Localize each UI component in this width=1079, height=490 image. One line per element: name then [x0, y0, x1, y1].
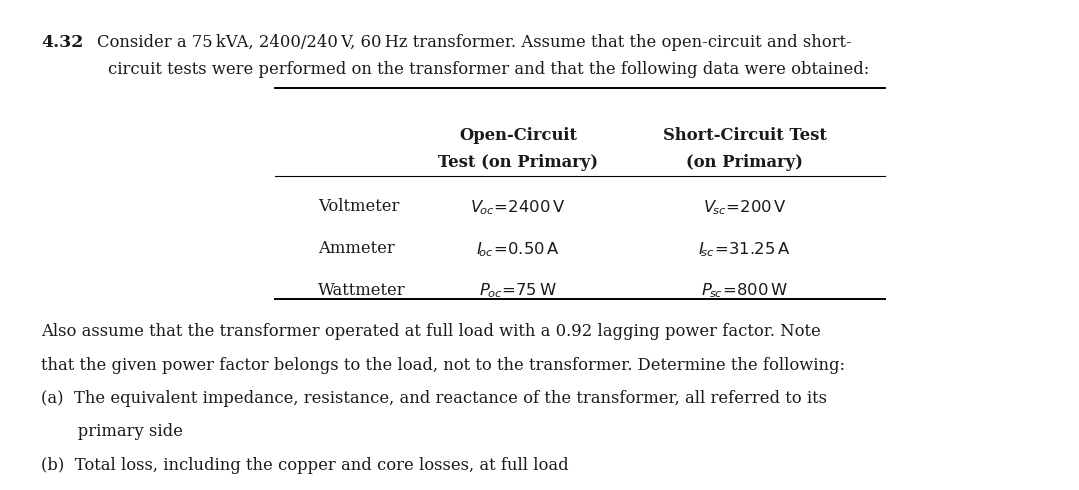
Text: Ammeter: Ammeter — [318, 240, 395, 257]
Text: primary side: primary side — [41, 423, 182, 441]
Text: $V_{\!oc}\!=\!2400\,\mathrm{V}$: $V_{\!oc}\!=\!2400\,\mathrm{V}$ — [470, 198, 565, 217]
Text: $V_{\!sc}\!=\!200\,\mathrm{V}$: $V_{\!sc}\!=\!200\,\mathrm{V}$ — [702, 198, 787, 217]
Text: $I_{\!oc}\!=\!0.50\,\mathrm{A}$: $I_{\!oc}\!=\!0.50\,\mathrm{A}$ — [476, 240, 560, 259]
Text: Open-Circuit: Open-Circuit — [459, 127, 577, 145]
Text: Wattmeter: Wattmeter — [318, 282, 406, 299]
Text: $P_{\!sc}\!=\!800\,\mathrm{W}$: $P_{\!sc}\!=\!800\,\mathrm{W}$ — [701, 282, 788, 300]
Text: 4.32: 4.32 — [41, 34, 83, 51]
Text: $P_{\!oc}\!=\!75\,\mathrm{W}$: $P_{\!oc}\!=\!75\,\mathrm{W}$ — [479, 282, 557, 300]
Text: (b)  Total loss, including the copper and core losses, at full load: (b) Total loss, including the copper and… — [41, 457, 569, 474]
Text: (on Primary): (on Primary) — [686, 154, 803, 171]
Text: circuit tests were performed on the transformer and that the following data were: circuit tests were performed on the tran… — [108, 61, 870, 78]
Text: Consider a 75 kVA, 2400/240 V, 60 Hz transformer. Assume that the open-circuit a: Consider a 75 kVA, 2400/240 V, 60 Hz tra… — [97, 34, 851, 51]
Text: $I_{\!sc}\!=\!31.25\,\mathrm{A}$: $I_{\!sc}\!=\!31.25\,\mathrm{A}$ — [698, 240, 791, 259]
Text: Short-Circuit Test: Short-Circuit Test — [663, 127, 827, 145]
Text: that the given power factor belongs to the load, not to the transformer. Determi: that the given power factor belongs to t… — [41, 357, 845, 374]
Text: Test (on Primary): Test (on Primary) — [438, 154, 598, 171]
Text: Voltmeter: Voltmeter — [318, 198, 399, 216]
Text: Also assume that the transformer operated at full load with a 0.92 lagging power: Also assume that the transformer operate… — [41, 323, 821, 341]
Text: (a)  The equivalent impedance, resistance, and reactance of the transformer, all: (a) The equivalent impedance, resistance… — [41, 390, 827, 407]
